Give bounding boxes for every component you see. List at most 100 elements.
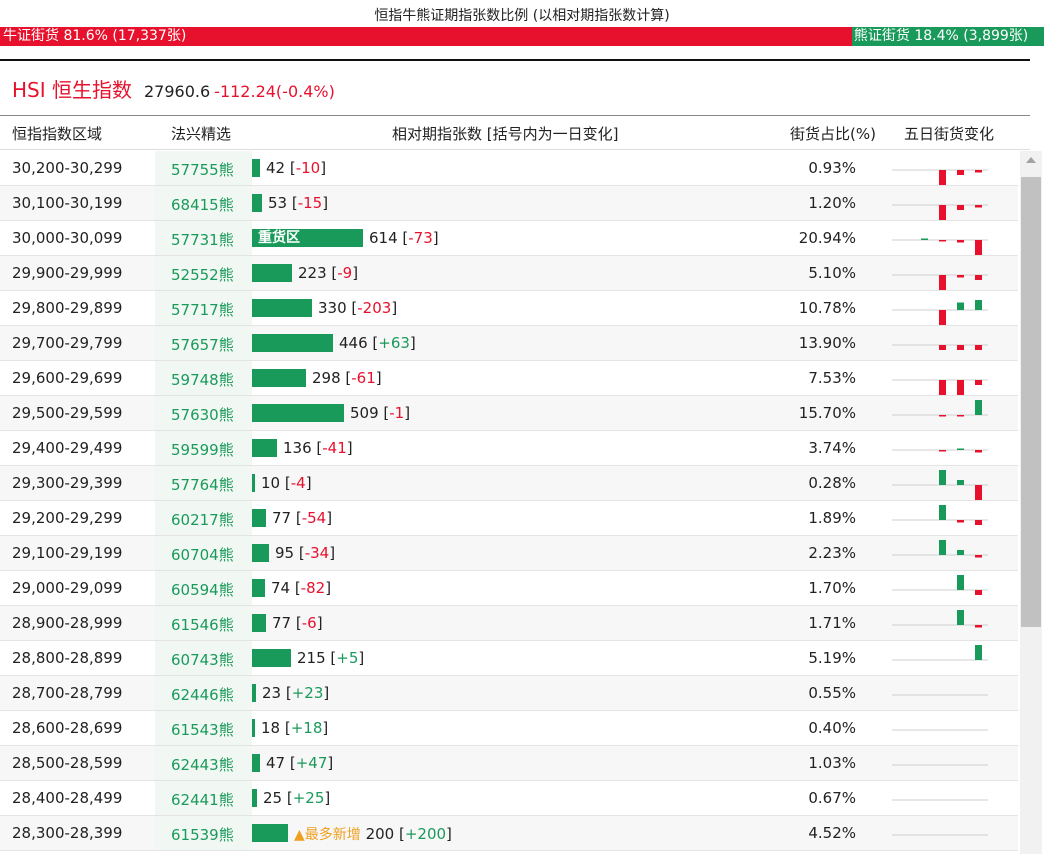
- table-row[interactable]: 30,200-30,299 57755熊 42 [-10] 0.93%: [0, 151, 1018, 186]
- table-row[interactable]: 28,300-28,399 61539熊 ▲最多新增 200 [+200] 4.52%: [0, 816, 1018, 851]
- pick-cell: 52552熊: [155, 256, 252, 290]
- contracts-bar: [252, 684, 256, 702]
- share-cell: 5.19%: [808, 649, 856, 667]
- daily-change: -34: [304, 544, 330, 562]
- table-row[interactable]: 29,200-29,299 60217熊 77 [-54] 1.89%: [0, 501, 1018, 536]
- contracts-bar: [252, 334, 333, 352]
- contracts-bar: [252, 299, 312, 317]
- scrollbar[interactable]: [1020, 151, 1042, 854]
- bear-code-link[interactable]: 62441熊: [171, 791, 234, 809]
- bear-code-link[interactable]: 57764熊: [171, 476, 234, 494]
- table-row[interactable]: 29,800-29,899 57717熊 330 [-203] 10.78%: [0, 291, 1018, 326]
- range-cell: 29,400-29,499: [12, 439, 123, 457]
- table-row[interactable]: 28,800-28,899 60743熊 215 [+5] 5.19%: [0, 641, 1018, 676]
- table-row[interactable]: 30,000-30,099 57731熊 重货区 614 [-73] 20.94%: [0, 221, 1018, 256]
- contracts-count: 10: [261, 474, 281, 492]
- bear-code-link[interactable]: 59748熊: [171, 371, 234, 389]
- table-row[interactable]: 29,000-29,099 60594熊 74 [-82] 1.70%: [0, 571, 1018, 606]
- contracts-cell: 74 [-82]: [271, 579, 332, 597]
- bear-table-body: 30,200-30,299 57755熊 42 [-10] 0.93% 30,100-3…: [0, 151, 1018, 851]
- sparkline-bar: [939, 540, 946, 555]
- sparkline-bar: [975, 400, 982, 415]
- table-row[interactable]: 29,600-29,699 59748熊 298 [-61] 7.53%: [0, 361, 1018, 396]
- daily-change: -15: [297, 194, 323, 212]
- table-row[interactable]: 29,500-29,599 57630熊 509 [-1] 15.70%: [0, 396, 1018, 431]
- contracts-cell: 42 [-10]: [266, 159, 327, 177]
- five-day-sparkline: [892, 274, 988, 290]
- bear-code-link[interactable]: 57717熊: [171, 301, 234, 319]
- table-row[interactable]: 29,100-29,199 60704熊 95 [-34] 2.23%: [0, 536, 1018, 571]
- page-title: 恒指牛熊证期指张数比例 (以相对期指张数计算): [374, 8, 670, 24]
- share-cell: 0.67%: [808, 789, 856, 807]
- five-day-sparkline: [892, 694, 988, 696]
- sparkline-bar: [975, 345, 982, 350]
- scroll-thumb[interactable]: [1021, 177, 1041, 627]
- sparkline-bar: [939, 450, 946, 452]
- pick-cell: 59748熊: [155, 361, 252, 395]
- contracts-bar: [252, 579, 265, 597]
- scroll-up-arrow-icon[interactable]: [1026, 157, 1036, 163]
- bear-code-link[interactable]: 60594熊: [171, 581, 234, 599]
- table-row[interactable]: 28,600-28,699 61543熊 18 [+18] 0.40%: [0, 711, 1018, 746]
- table-row[interactable]: 28,500-28,599 62443熊 47 [+47] 1.03%: [0, 746, 1018, 781]
- index-change: -112.24(-0.4%): [214, 82, 335, 101]
- bear-code-link[interactable]: 57657熊: [171, 336, 234, 354]
- contracts-cell: 614 [-73]: [369, 229, 439, 247]
- bear-code-link[interactable]: 62443熊: [171, 756, 234, 774]
- bear-code-link[interactable]: 60217熊: [171, 511, 234, 529]
- sparkline-bar: [939, 470, 946, 485]
- bear-code-link[interactable]: 61543熊: [171, 721, 234, 739]
- range-cell: 29,000-29,099: [12, 579, 123, 597]
- pick-cell: 61539熊: [155, 816, 252, 850]
- pick-cell: 61546熊: [155, 606, 252, 640]
- pick-cell: 57657熊: [155, 326, 252, 360]
- contracts-bar: [252, 159, 260, 177]
- bear-code-link[interactable]: 61546熊: [171, 616, 234, 634]
- pick-cell: 57731熊: [155, 221, 252, 255]
- range-cell: 29,900-29,999: [12, 264, 123, 282]
- bear-code-link[interactable]: 59599熊: [171, 441, 234, 459]
- contracts-bar: [252, 789, 257, 807]
- table-row[interactable]: 28,700-28,799 62446熊 23 [+23] 0.55%: [0, 676, 1018, 711]
- contracts-count: 509: [350, 404, 379, 422]
- contracts-cell: 446 [+63]: [339, 334, 416, 352]
- table-row[interactable]: 30,100-30,199 68415熊 53 [-15] 1.20%: [0, 186, 1018, 221]
- table-row[interactable]: 29,400-29,499 59599熊 136 [-41] 3.74%: [0, 431, 1018, 466]
- table-row[interactable]: 28,400-28,499 62441熊 25 [+25] 0.67%: [0, 781, 1018, 816]
- share-cell: 0.55%: [808, 684, 856, 702]
- bear-code-link[interactable]: 68415熊: [171, 196, 234, 214]
- contracts-bar: [252, 824, 288, 842]
- contracts-bar: 重货区: [252, 229, 363, 247]
- bear-code-link[interactable]: 60743熊: [171, 651, 234, 669]
- contracts-bar: [252, 509, 266, 527]
- five-day-sparkline: [892, 300, 988, 325]
- sparkline-bar: [939, 505, 946, 520]
- range-cell: 30,000-30,099: [12, 229, 123, 247]
- five-day-sparkline: [892, 400, 988, 417]
- contracts-cell: 330 [-203]: [318, 299, 398, 317]
- bear-code-link[interactable]: 52552熊: [171, 266, 234, 284]
- five-day-sparkline: [892, 379, 988, 395]
- bear-code-link[interactable]: 57731熊: [171, 231, 234, 249]
- index-name[interactable]: HSI 恒生指数: [12, 78, 132, 102]
- sparkline-bar: [957, 380, 964, 395]
- bear-code-link[interactable]: 62446熊: [171, 686, 234, 704]
- table-row[interactable]: 28,900-28,999 61546熊 77 [-6] 1.71%: [0, 606, 1018, 641]
- bear-code-link[interactable]: 57755熊: [171, 161, 234, 179]
- five-day-sparkline: [892, 729, 988, 731]
- table-row[interactable]: 29,700-29,799 57657熊 446 [+63] 13.90%: [0, 326, 1018, 361]
- pick-cell: 60704熊: [155, 536, 252, 570]
- sparkline-bar: [975, 625, 982, 628]
- bear-code-link[interactable]: 60704熊: [171, 546, 234, 564]
- header-five-day: 五日街货变化: [904, 125, 995, 143]
- table-header: 恒指指数区域 法兴精选 相对期指张数 [括号内为一日变化] 街货占比(%) 五日…: [0, 115, 1030, 150]
- bear-code-link[interactable]: 57630熊: [171, 406, 234, 424]
- sparkline-bar: [975, 170, 982, 173]
- table-row[interactable]: 29,900-29,999 52552熊 223 [-9] 5.10%: [0, 256, 1018, 291]
- pick-cell: 59599熊: [155, 431, 252, 465]
- daily-change: -10: [295, 159, 321, 177]
- table-row[interactable]: 29,300-29,399 57764熊 10 [-4] 0.28%: [0, 466, 1018, 501]
- bear-code-link[interactable]: 61539熊: [171, 826, 234, 844]
- contracts-count: 614: [369, 229, 398, 247]
- daily-change: +47: [295, 754, 328, 772]
